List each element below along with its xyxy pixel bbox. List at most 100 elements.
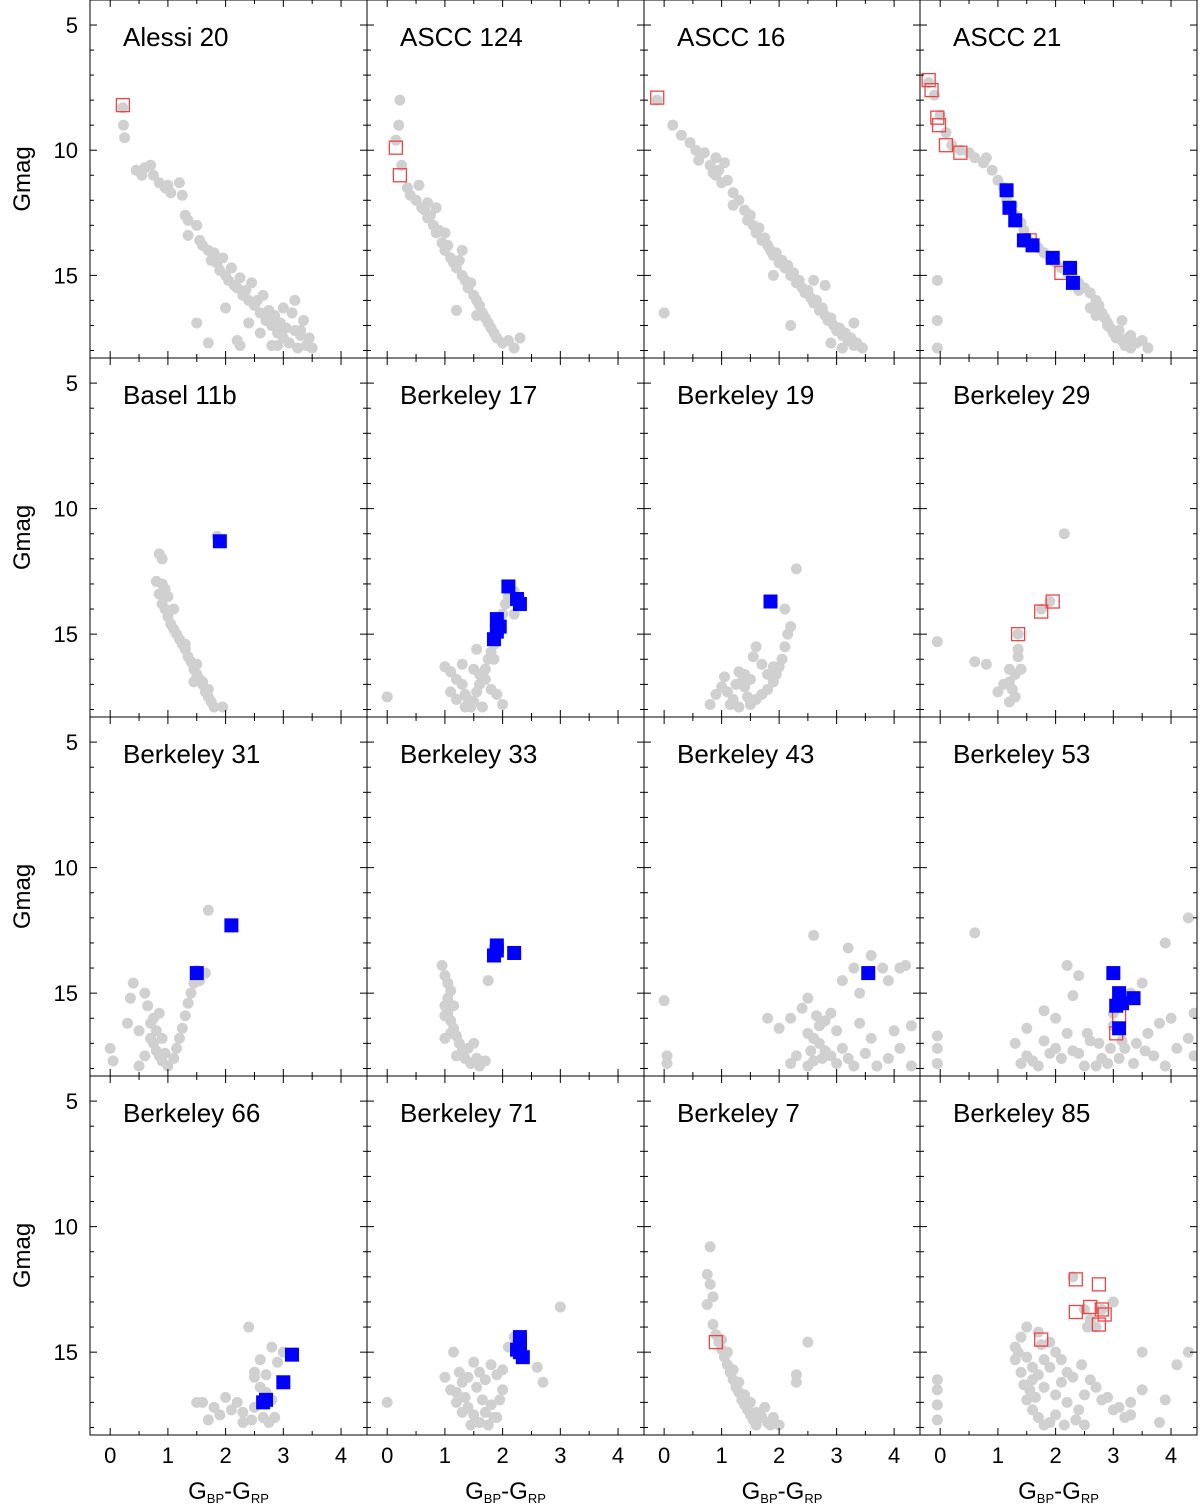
background-star-point xyxy=(759,1401,771,1413)
background-star-point xyxy=(1142,342,1154,354)
panel: Berkeley 66 5 10 15 Gmag 0 1 2 3 4 GBP-GRP xyxy=(9,1075,368,1506)
background-star-point xyxy=(453,254,465,266)
y-tick-label: 15 xyxy=(54,1340,78,1365)
background-star-point xyxy=(459,701,471,713)
x-tick-label: 4 xyxy=(335,1443,347,1468)
panel-frame xyxy=(366,0,645,359)
background-star-point xyxy=(684,137,696,149)
background-star-point xyxy=(808,929,820,941)
filled-square-point xyxy=(1065,275,1080,290)
background-star-point xyxy=(468,1037,480,1049)
background-star-point xyxy=(767,269,779,281)
background-star-point xyxy=(197,676,209,688)
background-star-point xyxy=(390,134,402,146)
background-star-point xyxy=(819,279,831,291)
panel: Berkeley 71 0 1 2 3 4 GBP-GRP xyxy=(366,1075,645,1506)
open-square-point xyxy=(1045,594,1060,609)
background-star-point xyxy=(805,1045,817,1057)
background-star-point xyxy=(453,1366,465,1378)
background-star-point xyxy=(436,960,448,972)
background-star-point xyxy=(246,1414,258,1426)
xlabel-sub-bp: BP xyxy=(1037,1491,1054,1506)
filled-square-point xyxy=(489,943,504,958)
background-star-point xyxy=(254,327,266,339)
background-star-point xyxy=(208,1401,220,1413)
background-star-point xyxy=(733,1376,745,1388)
filled-square-point xyxy=(1109,998,1124,1013)
background-star-point xyxy=(1061,1396,1073,1408)
background-star-point xyxy=(1018,1379,1030,1391)
background-star-point xyxy=(381,1396,393,1408)
background-star-point xyxy=(713,164,725,176)
background-star-point xyxy=(750,641,762,653)
open-square-point xyxy=(1091,1277,1107,1292)
background-star-point xyxy=(292,342,304,354)
background-star-point xyxy=(1044,596,1056,608)
panel-marks xyxy=(650,90,868,354)
background-star-point xyxy=(448,1346,460,1358)
background-star-point xyxy=(410,194,422,206)
background-star-point xyxy=(1027,1404,1039,1416)
background-star-point xyxy=(1050,1012,1062,1024)
background-star-point xyxy=(842,1052,854,1064)
background-star-point xyxy=(1038,1035,1050,1047)
background-star-point xyxy=(765,1419,776,1431)
filled-square-point xyxy=(1063,260,1078,275)
filled-square-point xyxy=(1112,1021,1127,1036)
x-tick-label: 2 xyxy=(496,1443,508,1468)
panel-marks xyxy=(701,1241,814,1431)
background-star-point xyxy=(471,1381,483,1393)
background-star-point xyxy=(162,590,174,602)
panel: Berkeley 19 xyxy=(643,357,921,718)
background-star-point xyxy=(750,1419,762,1431)
xlabel-g1: G xyxy=(742,1478,761,1505)
x-tick-label: 4 xyxy=(1165,1443,1177,1468)
background-star-point xyxy=(859,1047,871,1059)
background-star-point xyxy=(716,1334,728,1346)
background-star-point xyxy=(842,942,854,954)
background-star-point xyxy=(773,1022,785,1034)
open-square-point xyxy=(1068,1304,1083,1320)
background-star-point xyxy=(969,656,981,668)
background-star-point xyxy=(1012,643,1024,655)
background-star-point xyxy=(836,342,848,354)
background-star-point xyxy=(1125,342,1137,354)
panel-marks xyxy=(191,1321,299,1428)
x-axis-label: GBP-GRP xyxy=(188,1478,269,1506)
background-star-point xyxy=(736,676,748,688)
background-star-point xyxy=(303,332,315,344)
xlabel-sub-rp: RP xyxy=(1081,1491,1099,1506)
background-star-point xyxy=(202,337,214,349)
background-star-point xyxy=(923,77,935,89)
panel-marks xyxy=(104,904,239,1072)
background-star-point xyxy=(782,628,794,640)
background-star-point xyxy=(675,129,687,141)
background-star-point xyxy=(848,962,860,974)
filled-square-point xyxy=(512,1337,527,1352)
background-star-point xyxy=(877,962,889,974)
background-star-point xyxy=(465,1419,477,1431)
background-star-point xyxy=(497,1384,509,1396)
background-star-point xyxy=(753,222,765,234)
background-star-point xyxy=(456,1406,468,1418)
background-star-point xyxy=(661,1057,673,1069)
background-star-point xyxy=(1090,1321,1102,1333)
background-star-point xyxy=(980,658,992,670)
panel: Berkeley 17 xyxy=(366,357,645,718)
panel-marks xyxy=(704,563,802,713)
background-star-point xyxy=(283,337,295,349)
background-star-point xyxy=(277,302,289,314)
background-star-point xyxy=(117,102,129,114)
background-star-point xyxy=(497,1364,509,1376)
open-square-point xyxy=(650,90,665,105)
y-tick-label: 10 xyxy=(54,497,78,522)
filled-square-point xyxy=(256,1395,271,1410)
filled-square-point xyxy=(212,534,227,549)
background-star-point xyxy=(266,319,278,331)
background-star-point xyxy=(690,144,702,156)
background-star-point xyxy=(931,1414,943,1426)
background-star-point xyxy=(1015,1057,1027,1069)
background-star-point xyxy=(931,274,943,286)
background-star-point xyxy=(176,1022,188,1034)
x-tick-label: 0 xyxy=(934,1443,946,1468)
